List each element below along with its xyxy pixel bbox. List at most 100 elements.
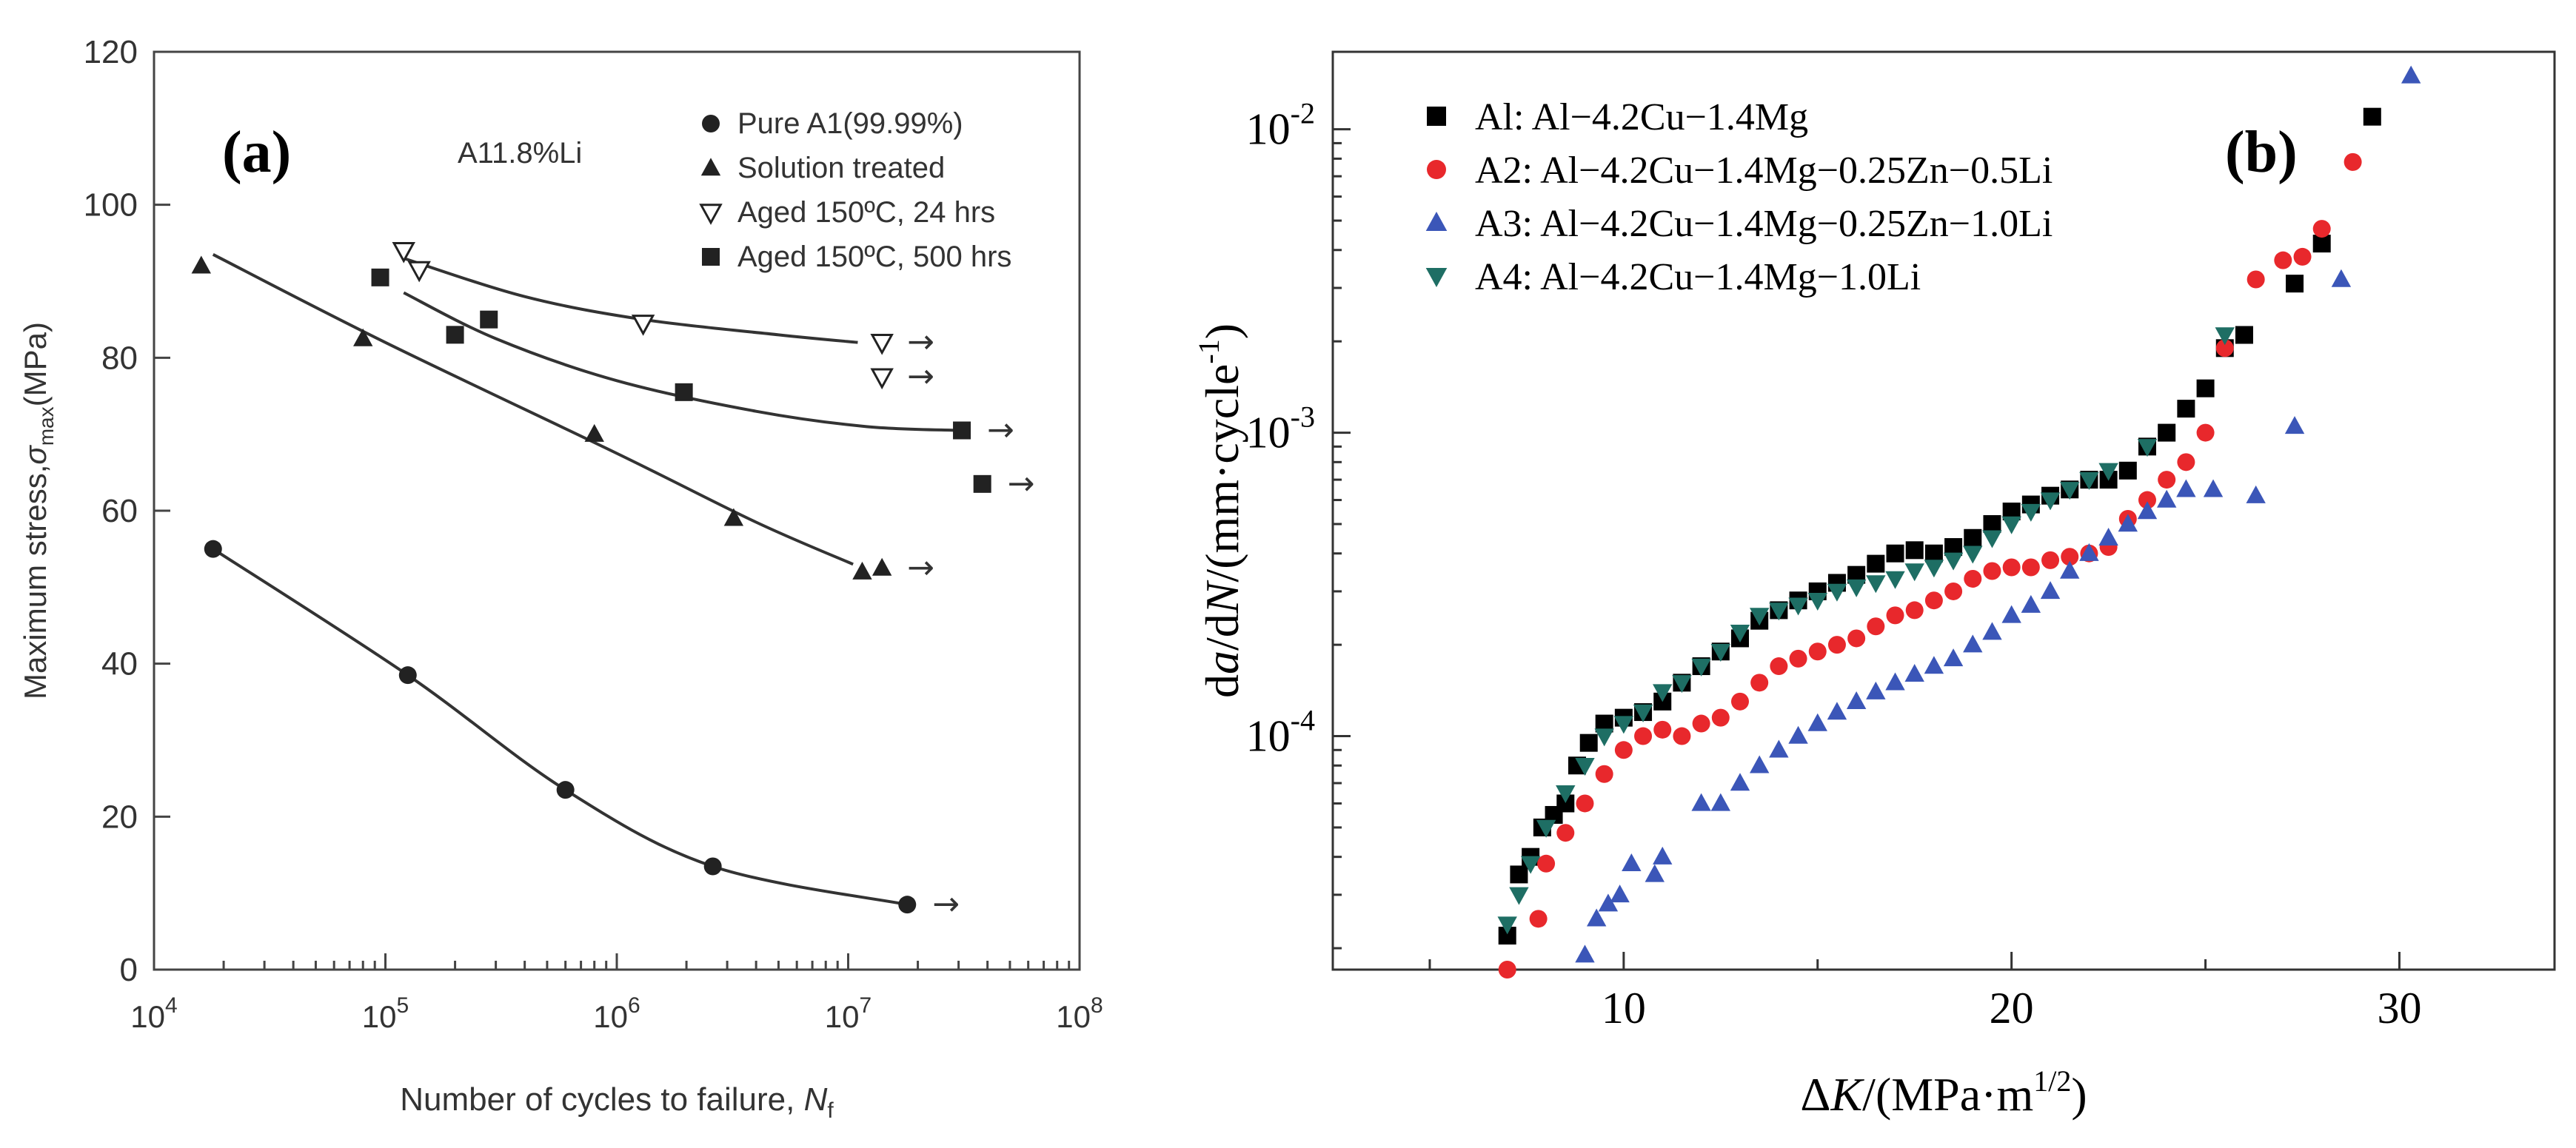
runout-arrow-a: →	[932, 885, 960, 923]
data-point-a	[204, 540, 222, 558]
legend-marker-b	[1427, 160, 1446, 179]
data-point-a	[392, 241, 415, 263]
y-tick-label-a: 100	[84, 187, 138, 224]
data-point-b	[1556, 785, 1576, 804]
x-axis-ticks-b: 10 20 30	[1428, 952, 2421, 1033]
y-tick-label-a: 0	[120, 952, 138, 988]
data-point-b	[1904, 664, 1924, 682]
data-point-b	[1673, 727, 1691, 745]
data-point-b	[1692, 714, 1710, 733]
legend-label-a: Solution treated	[737, 152, 945, 184]
data-point-b	[1963, 546, 1983, 564]
data-point-b	[1983, 514, 2001, 533]
y-tick-label-a: 120	[84, 34, 138, 70]
data-point-b	[1943, 648, 1964, 667]
data-point-a	[703, 857, 722, 876]
runout-arrows-a: →→→→→→	[907, 323, 1035, 923]
data-point-b	[1788, 597, 1808, 616]
data-point-b	[1510, 865, 1528, 884]
data-point-a	[723, 508, 744, 526]
data-point-b	[1982, 622, 2002, 640]
data-point-b	[1594, 728, 1614, 747]
data-point-b	[1691, 658, 1711, 677]
data-point-b	[1846, 691, 1867, 710]
data-point-b	[1509, 887, 1529, 905]
fit-curve-a	[212, 253, 854, 566]
x-tick-label-a: 104	[130, 993, 177, 1034]
data-point-b	[2331, 269, 2352, 287]
data-point-a	[870, 333, 894, 355]
data-point-b	[1749, 755, 1770, 773]
x-axis-label-b: ΔK/(MPa·m1/2)	[1800, 1064, 2087, 1121]
legend-label-a: Aged 150ºC, 500 hrs	[737, 241, 1011, 273]
data-point-a	[353, 328, 373, 346]
data-point-b	[1866, 575, 1886, 594]
data-point-a	[584, 423, 604, 442]
data-point-a	[480, 310, 498, 329]
data-point-b	[1769, 739, 1789, 758]
data-point-b	[2158, 423, 2176, 442]
data-point-b	[2118, 461, 2137, 480]
data-point-b	[1613, 716, 1634, 734]
legend-label-b: A4: Al−4.2Cu−1.4Mg−1.0Li	[1475, 256, 1921, 298]
runout-arrow-a: →	[987, 412, 1014, 449]
data-point-b	[2060, 560, 2080, 579]
data-point-b	[1924, 544, 1943, 563]
data-point-b	[2203, 479, 2224, 497]
data-point-b	[1575, 758, 1595, 776]
x-axis-label-a: Number of cycles to failure, Nf	[400, 1081, 834, 1123]
data-point-a	[675, 383, 693, 401]
legend-marker-b	[1425, 267, 1448, 287]
data-point-a	[852, 561, 872, 580]
data-point-b	[2177, 453, 2195, 471]
legend-label-b: A2: Al−4.2Cu−1.4Mg−0.25Zn−0.5Li	[1475, 150, 2053, 192]
data-point-b	[2284, 416, 2305, 434]
data-point-a	[872, 557, 892, 576]
data-point-b	[1710, 644, 1731, 662]
data-point-a	[953, 421, 971, 440]
data-point-b	[1886, 606, 1904, 625]
data-point-b	[1982, 530, 2002, 548]
runout-arrow-a: →	[907, 323, 934, 361]
panel-label-a: (a)	[222, 120, 291, 185]
y-axis-ticks-a: 0 20 40 60 80 100 120	[84, 34, 170, 988]
data-point-b	[1924, 591, 1943, 610]
data-point-b	[1710, 793, 1731, 811]
data-point-a	[398, 666, 417, 685]
runout-arrow-a: →	[1008, 465, 1035, 503]
legend-marker-a	[702, 248, 720, 266]
data-point-b	[2002, 558, 2021, 577]
annotation-a: A11.8%Li	[458, 137, 582, 169]
y-tick-label-a: 40	[101, 646, 138, 682]
data-point-b	[1730, 624, 1750, 642]
data-point-b	[2246, 485, 2266, 503]
data-point-b	[1770, 657, 1788, 676]
data-point-b	[1634, 727, 1653, 745]
x-tick-label-a: 106	[593, 993, 640, 1034]
data-point-b	[2235, 326, 2253, 344]
data-point-b	[2001, 516, 2021, 534]
data-point-b	[2215, 339, 2234, 358]
legend-label-b: Al: Al−4.2Cu−1.4Mg	[1475, 96, 1808, 138]
data-point-b	[1807, 713, 1827, 731]
data-point-b	[1867, 554, 1885, 573]
data-point-b	[1749, 608, 1770, 626]
legend-marker-b	[1425, 212, 1448, 232]
data-point-b	[1827, 702, 1847, 720]
data-point-b	[2001, 605, 2021, 623]
y-tick-label-a: 60	[101, 493, 138, 529]
data-points-a	[191, 241, 991, 914]
y-tick-label-a: 20	[101, 799, 138, 835]
legend-b: Al: Al−4.2Cu−1.4Mg A2: Al−4.2Cu−1.4Mg−0.2…	[1425, 96, 2053, 298]
data-point-b	[2196, 379, 2215, 397]
data-point-b	[1924, 656, 1944, 674]
data-point-b	[1808, 642, 1827, 661]
x-tick-label-b: 10	[1602, 984, 1646, 1033]
x-tick-label-b: 20	[1990, 984, 2034, 1033]
data-point-b	[1905, 541, 1924, 560]
data-point-b	[1691, 793, 1711, 811]
data-point-b	[2401, 65, 2421, 84]
legend-marker-a	[700, 158, 721, 176]
data-point-b	[1905, 601, 1924, 620]
data-point-b	[1769, 602, 1789, 621]
